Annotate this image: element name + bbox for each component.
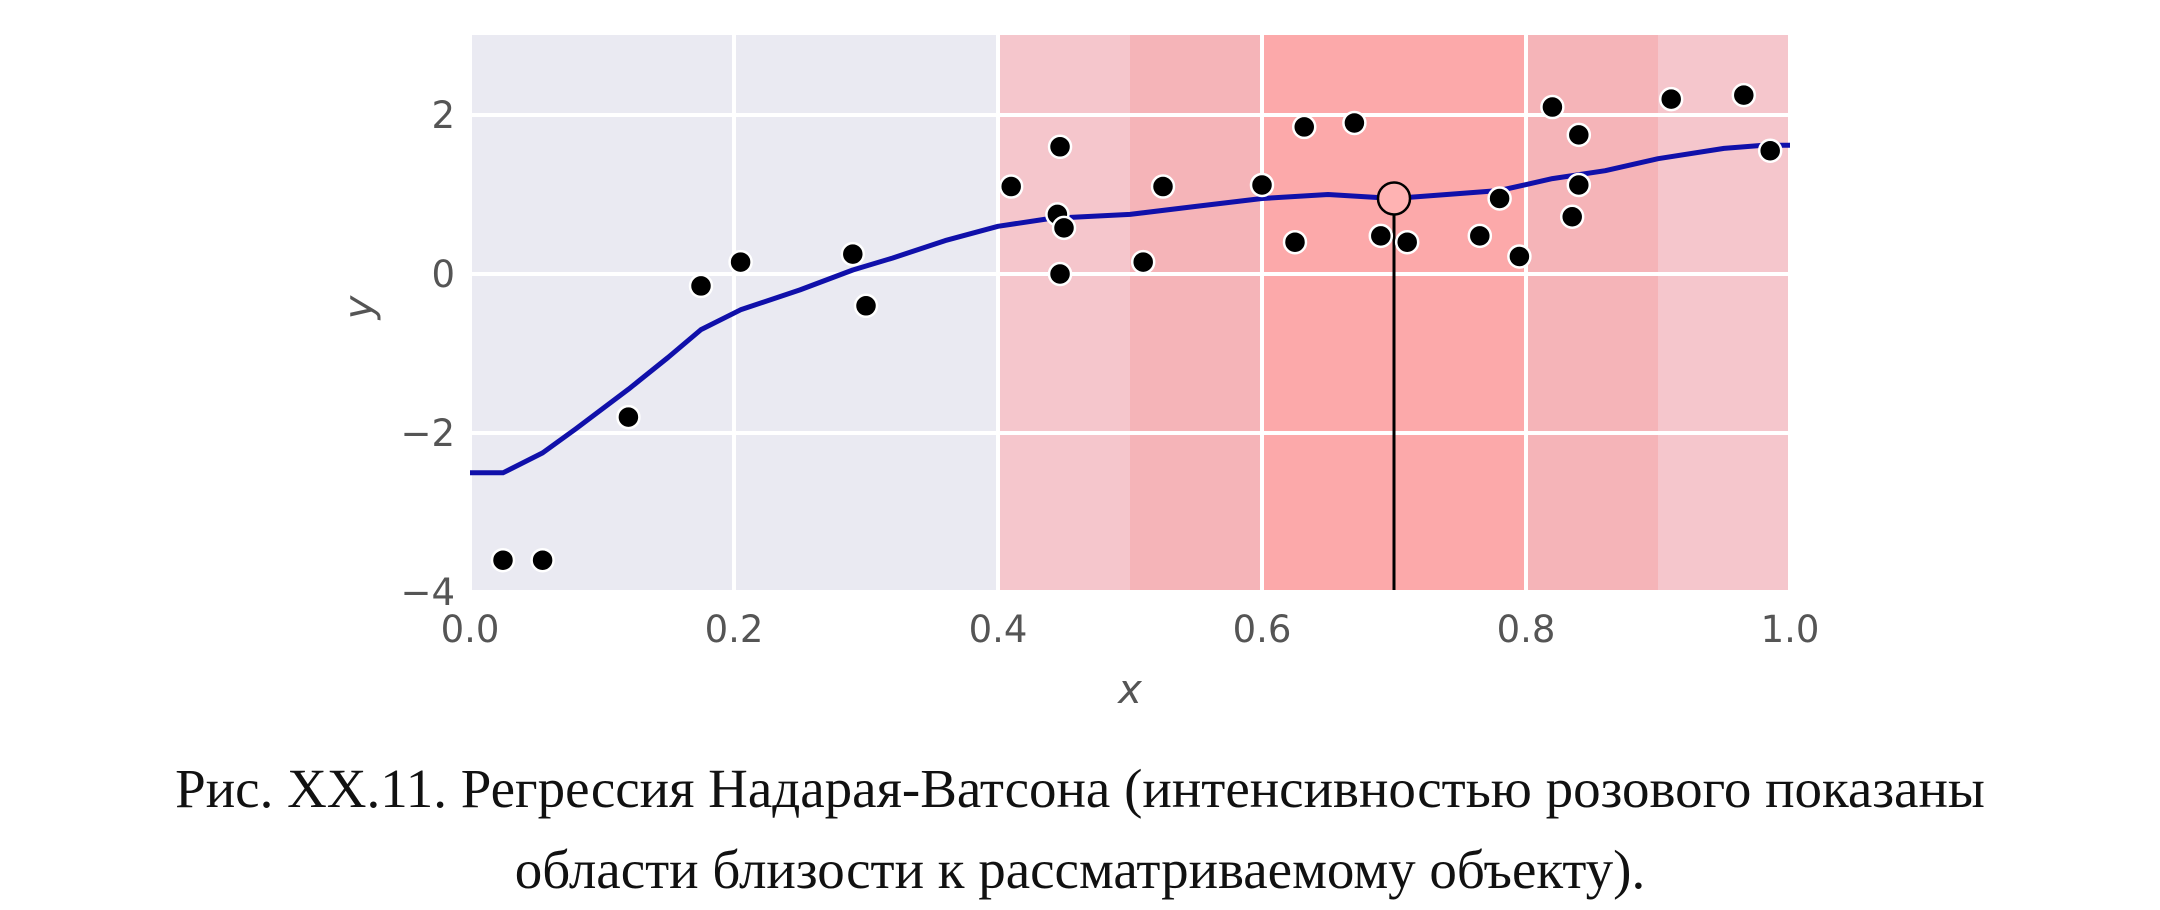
data-point: [616, 404, 641, 430]
x-tick-label: 0.4: [969, 608, 1028, 651]
y-tick-label: 2: [431, 94, 455, 137]
data-point: [1757, 138, 1783, 164]
x-tick-label: 0.8: [1497, 608, 1556, 651]
caption-line-2: области близости к рассматриваемому объе…: [514, 839, 1646, 900]
data-point: [1507, 244, 1532, 269]
y-tick-label: −4: [400, 571, 455, 614]
data-point: [1130, 249, 1156, 275]
data-point: [688, 273, 714, 299]
caption-line-1: Рис. XX.11. Регрессия Надарая-Ватсона (и…: [175, 758, 1985, 819]
figure-caption: Рис. XX.11. Регрессия Надарая-Ватсона (и…: [0, 748, 2160, 910]
data-point: [853, 293, 879, 319]
data-point: [1487, 186, 1512, 211]
data-point: [840, 241, 866, 267]
data-point: [1368, 223, 1394, 249]
data-point: [1658, 86, 1684, 112]
data-point: [1566, 122, 1592, 148]
data-point: [1291, 114, 1317, 140]
y-axis-label: y: [336, 294, 382, 320]
data-point: [1394, 229, 1420, 255]
data-point: [1150, 174, 1176, 199]
data-point: [1731, 82, 1757, 108]
x-tick-label: 0.2: [705, 608, 764, 651]
data-point: [490, 547, 516, 573]
data-point: [998, 174, 1024, 199]
data-point: [1540, 94, 1565, 120]
x-tick-label: 1.0: [1761, 608, 1820, 651]
data-point: [1467, 223, 1493, 249]
data-point: [1047, 261, 1073, 287]
data-point: [1282, 229, 1308, 255]
data-point: [530, 547, 555, 573]
data-point: [1249, 172, 1275, 198]
x-tick-label: 0.0: [441, 608, 500, 651]
data-point: [1566, 172, 1592, 198]
data-point: [1559, 204, 1585, 230]
x-tick-label: 0.6: [1233, 608, 1292, 651]
nadaraya-watson-chart: 0.0 0.2 0.4 0.6 0.8 1.0 2 0 −2 −4 x y: [336, 35, 1820, 713]
x-axis-label: x: [1116, 667, 1142, 713]
data-point: [1342, 110, 1367, 136]
query-point-marker: [1376, 181, 1412, 216]
x-tick-labels: 0.0 0.2 0.4 0.6 0.8 1.0: [441, 608, 1820, 651]
y-tick-labels: 2 0 −2 −4: [400, 94, 455, 614]
data-points: [490, 82, 1783, 573]
data-point: [728, 249, 753, 275]
y-tick-label: 0: [431, 253, 455, 296]
data-point: [1047, 134, 1073, 160]
y-tick-label: −2: [400, 412, 455, 455]
data-point: [1051, 215, 1077, 241]
